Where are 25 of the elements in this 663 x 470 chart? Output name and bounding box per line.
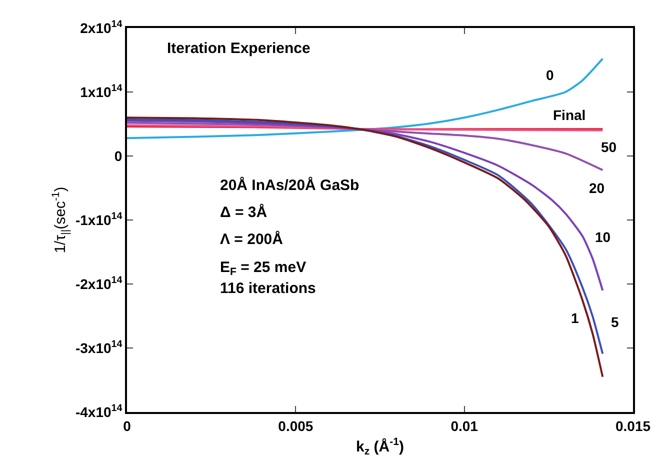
annotation: Δ = 3Å <box>220 203 268 221</box>
annotation: 116 iterations <box>220 280 316 297</box>
series-label: 10 <box>595 229 611 245</box>
y-tick-label: -3x10$^{14}$ <box>75 339 123 356</box>
y-tick-label: 2x10$^{14}$ <box>80 19 123 36</box>
x-tick-label: 0.015 <box>615 418 651 434</box>
text: Iteration Experience <box>166 40 310 57</box>
series-label: 5 <box>611 314 619 330</box>
series-label: Final <box>553 107 586 123</box>
y-tick-label: 1x10$^{14}$ <box>80 83 123 100</box>
series-label: 1 <box>571 310 579 326</box>
y-tick-label: 0 <box>114 148 122 164</box>
x-axis-title: k$_{z}$ (Å$^{-1}$) <box>356 436 404 458</box>
series-label: 0 <box>546 67 554 83</box>
x-tick-label: 0.005 <box>278 418 314 434</box>
y-tick-label: -2x10$^{14}$ <box>75 275 123 292</box>
y-tick-label: -4x10$^{14}$ <box>75 403 123 420</box>
series-label: 20 <box>589 180 605 196</box>
annotation: E$_{F}$ = 25 meV <box>220 259 306 278</box>
line-series <box>127 58 604 140</box>
series-label: 50 <box>601 139 617 155</box>
x-tick-label: 0.01 <box>450 418 478 434</box>
y-tick-label: -1x10$^{14}$ <box>75 211 123 228</box>
annotation: 20Å InAs/20Å GaSb <box>220 176 360 194</box>
annotation: Λ = 200Å <box>220 230 284 248</box>
